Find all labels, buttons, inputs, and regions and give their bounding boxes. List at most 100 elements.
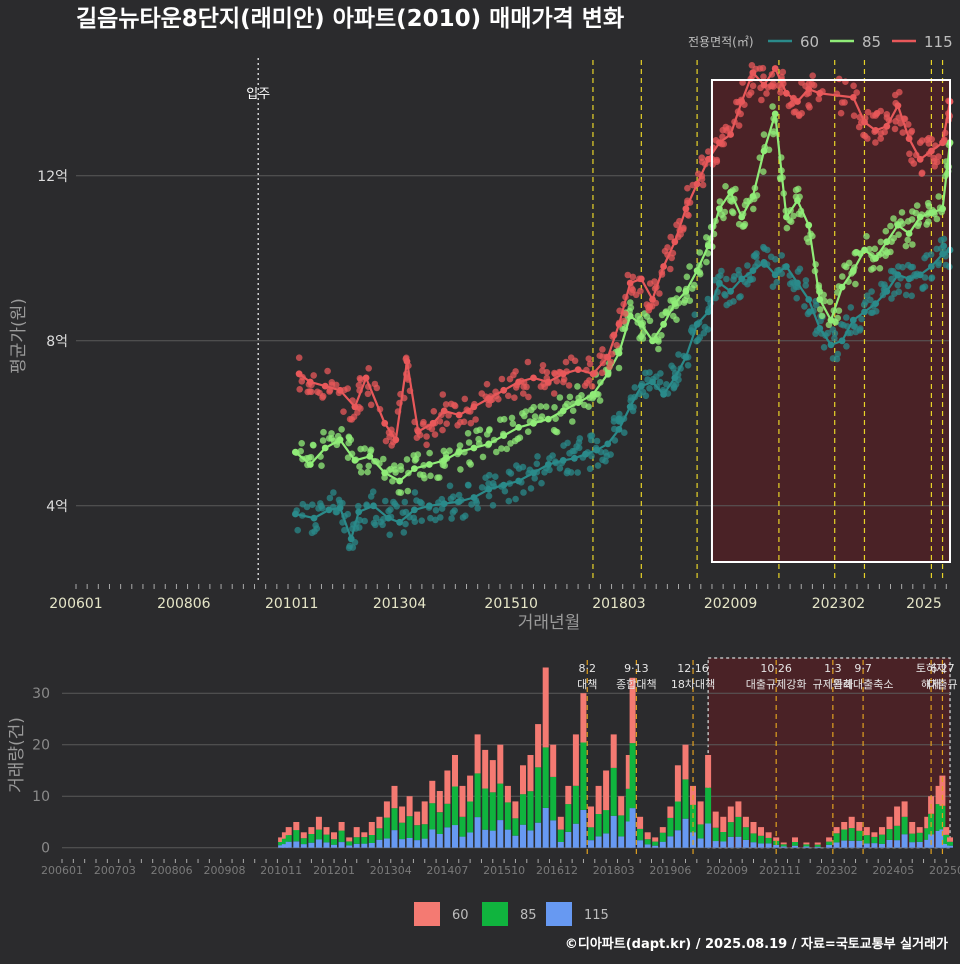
series-point [861, 118, 868, 126]
bar-115 [557, 842, 564, 848]
bar-115 [935, 830, 942, 848]
bar-85 [557, 829, 564, 842]
data-point [563, 400, 571, 408]
data-point [921, 254, 928, 262]
series-point [366, 452, 374, 460]
bar-60 [444, 770, 451, 804]
data-point [770, 128, 778, 135]
bar-115 [376, 839, 383, 848]
series-point [414, 428, 422, 435]
series-point [838, 283, 846, 291]
series-point [425, 461, 433, 468]
data-point [824, 329, 832, 337]
data-point [863, 233, 870, 240]
bar-60 [803, 842, 810, 845]
data-point [556, 465, 564, 472]
data-point [769, 283, 777, 291]
data-point [553, 377, 561, 385]
data-point [330, 489, 337, 496]
data-point [456, 442, 464, 449]
data-point [318, 462, 325, 470]
bar-85 [391, 808, 398, 831]
y-axis-label: 거래량(건) [7, 717, 27, 793]
data-point [909, 241, 916, 248]
bar-60 [625, 755, 632, 789]
bar-85 [735, 816, 742, 837]
data-point [430, 408, 438, 415]
bar-115 [368, 843, 375, 848]
legend-label-60: 60 [452, 908, 469, 923]
legend-swatch-60 [414, 902, 440, 926]
series-point [582, 450, 589, 458]
bar-115 [361, 843, 368, 848]
series-point [827, 316, 835, 324]
data-point [493, 448, 500, 456]
bar-115 [285, 841, 292, 848]
data-point [489, 502, 497, 509]
bar-60 [947, 837, 953, 842]
data-point [418, 517, 426, 524]
bar-60 [308, 827, 315, 834]
series-point [916, 213, 924, 221]
data-point [835, 75, 843, 83]
bar-115 [550, 820, 557, 848]
series-point [385, 514, 392, 522]
data-point [750, 205, 757, 213]
x-tick-label: 202302 [816, 864, 858, 877]
bar-115 [527, 830, 534, 848]
data-point [411, 457, 419, 464]
bar-85 [644, 839, 651, 845]
bar-115 [429, 829, 436, 848]
bar-60 [391, 785, 398, 809]
data-point [551, 404, 558, 411]
series-point [530, 469, 537, 477]
data-point [760, 73, 767, 80]
bar-85 [315, 829, 322, 840]
series-point [515, 378, 522, 386]
data-point [933, 215, 941, 223]
data-point [419, 420, 427, 428]
bar-85 [482, 788, 489, 830]
x-tick-label: 200601 [49, 596, 102, 612]
data-point [888, 238, 895, 245]
data-point [472, 416, 479, 423]
x-tick-label: 202302 [812, 596, 865, 612]
series-point [626, 312, 634, 320]
bar-115 [848, 840, 855, 848]
data-point [646, 385, 653, 392]
series-point [783, 263, 790, 270]
bar-60 [595, 785, 602, 814]
series-point [794, 279, 801, 287]
data-point [546, 455, 553, 462]
bar-85 [595, 814, 602, 837]
bar-60 [421, 801, 428, 825]
data-point [639, 388, 647, 396]
bar-60 [856, 822, 863, 831]
series-point [883, 287, 891, 295]
data-point [902, 291, 910, 299]
bar-115 [331, 844, 337, 848]
bar-115 [697, 838, 704, 848]
data-point [585, 403, 592, 411]
data-point [673, 221, 680, 229]
bar-60 [565, 785, 572, 805]
data-point [439, 391, 447, 398]
data-point [899, 129, 907, 136]
data-point [371, 380, 379, 388]
data-point [467, 419, 475, 427]
bar-85 [603, 810, 610, 834]
bar-60 [346, 837, 353, 842]
series-point [894, 271, 902, 279]
series-point [749, 69, 757, 76]
series-point [306, 461, 314, 468]
series-point [440, 407, 448, 415]
data-point [319, 504, 326, 512]
data-point [716, 198, 724, 205]
bar-60 [452, 755, 458, 787]
bar-115 [712, 841, 719, 848]
series-point [660, 320, 667, 328]
data-point [476, 426, 484, 434]
data-point [308, 388, 315, 396]
data-point [672, 381, 680, 388]
data-point [364, 390, 372, 398]
